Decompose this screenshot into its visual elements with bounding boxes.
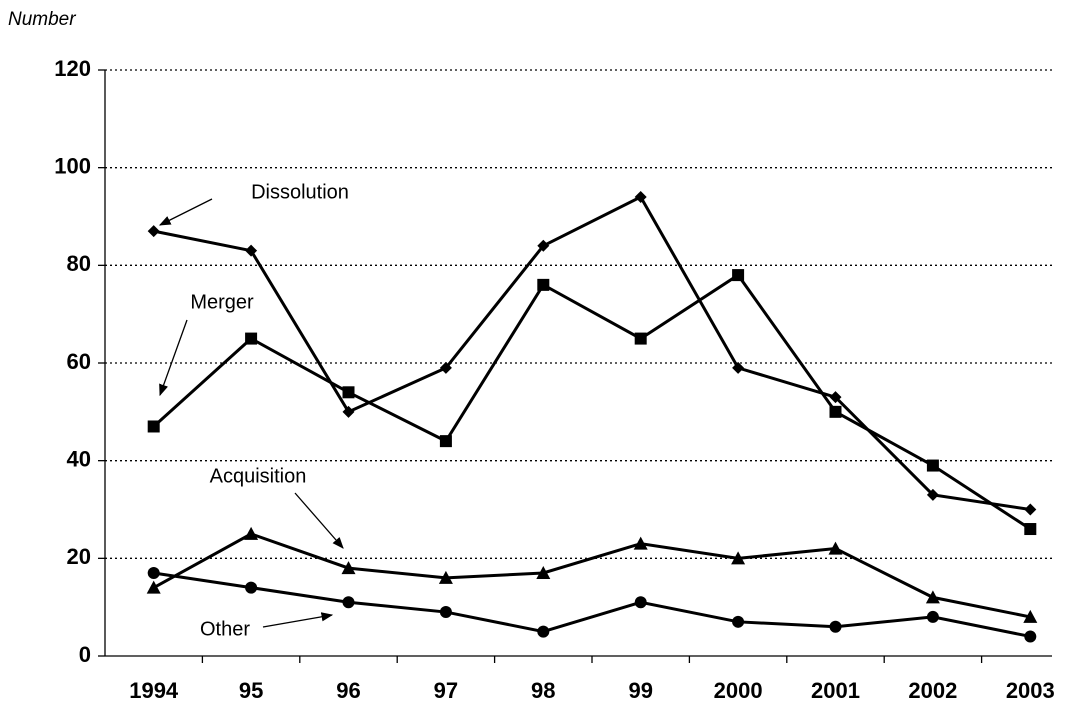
y-tick-label: 40 [67, 446, 91, 471]
x-tick-label: 99 [628, 678, 652, 703]
point [245, 581, 258, 594]
point [732, 615, 745, 628]
x-tick-label: 97 [434, 678, 458, 703]
point [1024, 503, 1037, 516]
y-tick-label: 100 [54, 153, 91, 178]
point [634, 190, 647, 203]
point [731, 551, 746, 565]
point [341, 561, 356, 575]
point [634, 596, 647, 609]
series-line [152, 273, 1032, 531]
x-tick-label: 1994 [129, 678, 179, 703]
point [439, 361, 452, 374]
point [537, 278, 550, 291]
point [537, 625, 550, 638]
arrow [262, 612, 334, 628]
x-tick-label: 2003 [1006, 678, 1055, 703]
x-tick-label: 95 [239, 678, 263, 703]
series-label: Acquisition [210, 465, 307, 487]
point [342, 386, 355, 399]
series-label: Dissolution [251, 181, 349, 203]
point [926, 459, 939, 472]
arrow [159, 319, 188, 397]
point [926, 488, 939, 501]
arrow [294, 492, 344, 549]
x-tick-label: 98 [531, 678, 555, 703]
point [146, 580, 161, 594]
point [147, 566, 160, 579]
point [147, 420, 160, 433]
point [342, 596, 355, 609]
x-tick-label: 2001 [811, 678, 860, 703]
y-tick-label: 20 [67, 544, 91, 569]
point [829, 405, 842, 418]
point [829, 620, 842, 633]
point [439, 435, 452, 448]
point [438, 570, 453, 584]
arrow [158, 198, 213, 226]
point [536, 565, 551, 579]
point [828, 541, 843, 555]
point [925, 590, 940, 604]
y-axis-label: Number [8, 9, 76, 30]
x-tick-label: 2002 [908, 678, 957, 703]
series-line [153, 571, 1031, 638]
x-tick-label: 2000 [714, 678, 763, 703]
point [147, 225, 160, 238]
x-tick-label: 96 [336, 678, 360, 703]
point [633, 536, 648, 550]
series-line [153, 194, 1031, 511]
point [342, 405, 355, 418]
y-tick-label: 120 [54, 56, 91, 81]
point [1024, 630, 1037, 643]
point [1023, 609, 1038, 623]
series-label: Merger [190, 291, 254, 313]
y-tick-label: 60 [67, 349, 91, 374]
point [732, 361, 745, 374]
point [732, 269, 745, 282]
point [1024, 523, 1037, 536]
series-label: Other [200, 618, 250, 640]
point [537, 239, 550, 252]
y-tick-label: 0 [79, 642, 91, 667]
point [245, 332, 258, 345]
point [245, 244, 258, 257]
point [244, 526, 259, 540]
point [439, 606, 452, 619]
point [634, 332, 647, 345]
y-tick-label: 80 [67, 251, 91, 276]
series-line [152, 532, 1031, 619]
point [926, 610, 939, 623]
point [829, 391, 842, 404]
annotation-arrows [158, 198, 344, 628]
